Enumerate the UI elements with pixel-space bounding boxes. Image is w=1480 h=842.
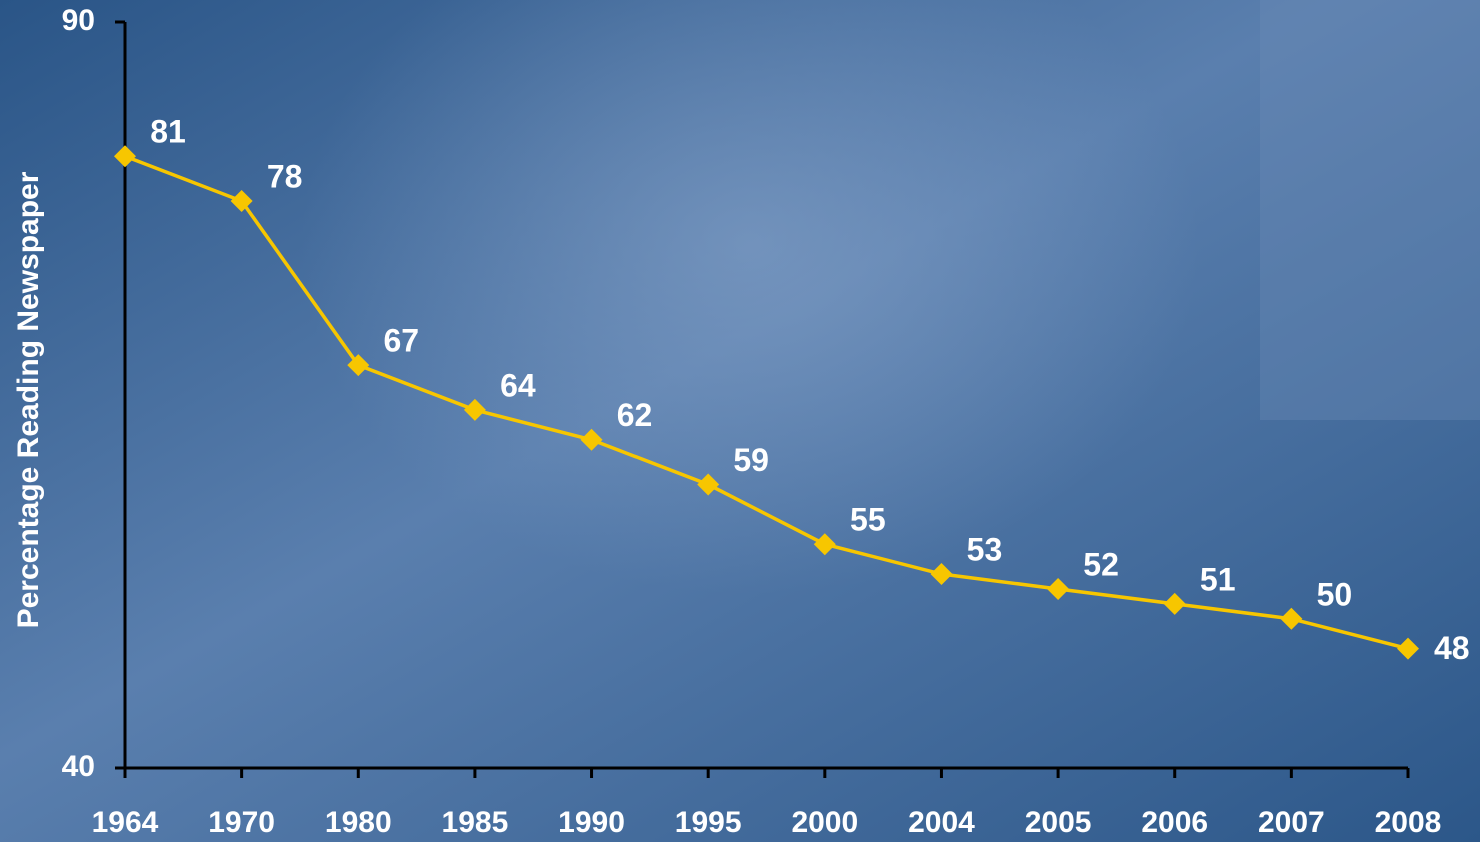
marker (1397, 637, 1419, 660)
data-label: 52 (1083, 546, 1119, 582)
x-tick-label: 2007 (1258, 806, 1325, 839)
x-tick-label: 2008 (1375, 806, 1442, 839)
x-tick-label: 1995 (675, 806, 742, 839)
marker (463, 398, 486, 421)
marker (697, 473, 720, 496)
data-label: 48 (1434, 630, 1470, 666)
x-tick-label: 1985 (442, 806, 509, 839)
marker (813, 533, 836, 556)
data-label: 62 (617, 397, 653, 433)
data-label: 78 (267, 158, 303, 194)
marker (230, 190, 253, 213)
data-label: 67 (383, 323, 419, 359)
background-glow (300, 0, 1200, 700)
x-tick-label: 2005 (1025, 806, 1092, 839)
y-tick-label: 90 (62, 4, 95, 37)
line (124, 154, 1409, 651)
background-paper (1260, 0, 1480, 420)
marker (114, 145, 136, 168)
data-label: 55 (850, 502, 886, 538)
data-label: 53 (967, 531, 1003, 567)
x-tick-label: 1980 (325, 806, 392, 839)
marker (347, 354, 370, 377)
x-tick-label: 2006 (1141, 806, 1208, 839)
y-axis-label: Percentage Reading Newspaper (12, 171, 45, 628)
marker (930, 563, 953, 586)
x-tick-label: 1990 (558, 806, 625, 839)
marker (1047, 577, 1070, 600)
data-label: 81 (150, 114, 186, 150)
data-label: 59 (733, 442, 769, 478)
data-label: 50 (1317, 576, 1353, 612)
x-tick-label: 1964 (92, 806, 159, 839)
marker (1280, 607, 1303, 630)
y-tick-label: 40 (62, 750, 95, 783)
x-tick-label: 2000 (791, 806, 858, 839)
marker (580, 428, 603, 451)
data-label: 64 (500, 367, 536, 403)
marker (1163, 592, 1186, 615)
x-tick-label: 1970 (208, 806, 275, 839)
x-tick-label: 2004 (908, 806, 975, 839)
data-label: 51 (1200, 561, 1236, 597)
